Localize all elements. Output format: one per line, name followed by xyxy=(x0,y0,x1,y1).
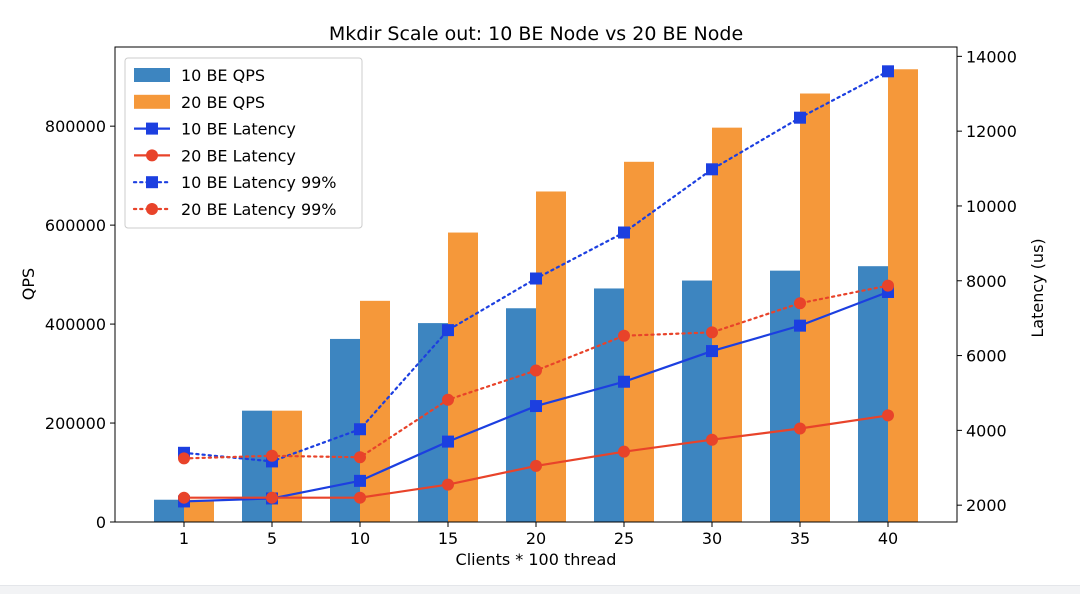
y-left-tick-label-800000: 800000 xyxy=(45,117,106,136)
y-axis-right: 2000 4000 6000 8000 10000 12000 14000 xyxy=(957,47,1017,515)
bar-10be-qps-25 xyxy=(594,288,624,522)
marker-20-be-latency-10 xyxy=(354,491,366,504)
y-axis-left: 0 200000 400000 600000 800000 xyxy=(45,117,115,532)
x-tick-label-1: 1 xyxy=(179,529,189,548)
x-axis-label: Clients * 100 thread xyxy=(456,550,617,569)
legend: 10 BE QPS 20 BE QPS 10 BE Latency 20 BE Lat… xyxy=(124,57,363,229)
y-axis-label-left: QPS xyxy=(19,268,38,300)
marker-10-be-latency-35 xyxy=(794,319,806,332)
x-tick-label-5: 5 xyxy=(267,529,277,548)
marker-10-be-latency-99p99-40 xyxy=(882,65,894,78)
marker-20-be-latency-15 xyxy=(442,478,454,491)
marker-20-be-latency-99p99-40 xyxy=(882,279,894,292)
y-right-tick-label-4000: 4000 xyxy=(966,421,1007,440)
bar-20be-qps-20 xyxy=(536,191,566,522)
marker-20-be-latency-1 xyxy=(178,491,190,504)
marker-10-be-latency-25 xyxy=(618,375,630,388)
bar-20be-qps-25 xyxy=(624,161,654,522)
marker-20-be-latency-99p99-20 xyxy=(530,364,542,377)
marker-20-be-latency-30 xyxy=(706,433,718,446)
y-left-tick-label-400000: 400000 xyxy=(45,315,106,334)
x-tick-label-15: 15 xyxy=(438,529,458,548)
legend-label-10-be-qps: 10 BE QPS xyxy=(181,66,265,85)
y-right-tick-label-2000: 2000 xyxy=(966,496,1007,515)
bar-10be-qps-1 xyxy=(154,499,184,522)
y-right-tick-label-6000: 6000 xyxy=(966,347,1007,366)
y-axis-label-right: Latency (us) xyxy=(1028,238,1047,337)
marker-10-be-latency-10 xyxy=(354,474,366,487)
x-tick-label-20: 20 xyxy=(526,529,546,548)
marker-20-be-latency-5 xyxy=(266,491,278,504)
marker-10-be-latency-15 xyxy=(442,435,454,448)
y-right-tick-label-12000: 12000 xyxy=(966,122,1017,141)
legend-label-20-be-latency-99p99: 20 BE Latency 99% xyxy=(181,200,337,219)
marker-20-be-latency-99p99-15 xyxy=(442,393,454,406)
bar-10be-qps-20 xyxy=(506,308,536,522)
legend-label-20-be-qps: 20 BE QPS xyxy=(181,93,265,112)
legend-label-10-be-latency: 10 BE Latency xyxy=(181,120,296,139)
marker-20-be-latency-20 xyxy=(530,459,542,472)
legend-marker-10-be-latency-99p99 xyxy=(146,176,158,189)
x-tick-label-10: 10 xyxy=(350,529,370,548)
legend-box xyxy=(124,57,363,229)
bar-10be-qps-40 xyxy=(858,266,888,522)
x-tick-label-35: 35 xyxy=(790,529,810,548)
marker-10-be-latency-20 xyxy=(530,400,542,413)
y-right-tick-label-14000: 14000 xyxy=(966,47,1017,66)
marker-10-be-latency-99p99-20 xyxy=(530,272,542,285)
marker-10-be-latency-99p99-35 xyxy=(794,111,806,124)
legend-label-10-be-latency-99p99: 10 BE Latency 99% xyxy=(181,173,337,192)
line-group xyxy=(178,65,894,508)
marker-20-be-latency-99p99-25 xyxy=(618,329,630,342)
marker-20-be-latency-99p99-5 xyxy=(266,449,278,462)
marker-10-be-latency-99p99-10 xyxy=(354,423,366,436)
y-left-tick-label-600000: 600000 xyxy=(45,216,106,235)
marker-20-be-latency-99p99-35 xyxy=(794,297,806,310)
y-right-tick-label-10000: 10000 xyxy=(966,197,1017,216)
marker-20-be-latency-99p99-30 xyxy=(706,326,718,339)
x-tick-label-40: 40 xyxy=(878,529,898,548)
bar-20be-qps-35 xyxy=(800,93,830,523)
marker-10-be-latency-99p99-30 xyxy=(706,163,718,176)
x-tick-label-25: 25 xyxy=(614,529,634,548)
chart-title: Mkdir Scale out: 10 BE Node vs 20 BE Nod… xyxy=(329,23,743,45)
y-right-tick-label-8000: 8000 xyxy=(966,272,1007,291)
legend-swatch-20-be-qps xyxy=(134,94,170,109)
marker-20-be-latency-99p99-1 xyxy=(178,452,190,465)
x-tick-label-30: 30 xyxy=(702,529,722,548)
y-left-tick-label-200000: 200000 xyxy=(45,414,106,433)
legend-marker-20-be-latency-99p99 xyxy=(146,203,158,215)
marker-10-be-latency-30 xyxy=(706,345,718,358)
legend-marker-20-be-latency xyxy=(146,149,158,162)
x-axis: 1 5 10 15 20 25 30 35 40 xyxy=(179,522,898,548)
legend-swatch-10-be-qps xyxy=(134,68,170,82)
marker-10-be-latency-99p99-25 xyxy=(618,226,630,239)
window-bottom-strip xyxy=(0,585,1080,594)
marker-10-be-latency-99p99-15 xyxy=(442,324,454,337)
marker-20-be-latency-35 xyxy=(794,422,806,435)
marker-20-be-latency-25 xyxy=(618,445,630,458)
legend-label-20-be-latency: 20 BE Latency xyxy=(181,146,296,165)
bar-20be-qps-1 xyxy=(184,499,214,522)
bar-10be-qps-15 xyxy=(418,323,448,522)
bar-10be-qps-30 xyxy=(682,280,712,522)
marker-20-be-latency-99p99-10 xyxy=(354,451,366,464)
legend-marker-10-be-latency xyxy=(146,122,158,135)
bar-20be-qps-15 xyxy=(448,232,478,522)
y-left-tick-label-0: 0 xyxy=(96,513,106,532)
marker-20-be-latency-40 xyxy=(882,409,894,422)
